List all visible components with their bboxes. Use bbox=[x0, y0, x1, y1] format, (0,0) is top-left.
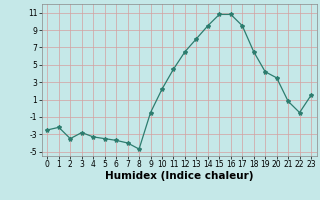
X-axis label: Humidex (Indice chaleur): Humidex (Indice chaleur) bbox=[105, 171, 253, 181]
